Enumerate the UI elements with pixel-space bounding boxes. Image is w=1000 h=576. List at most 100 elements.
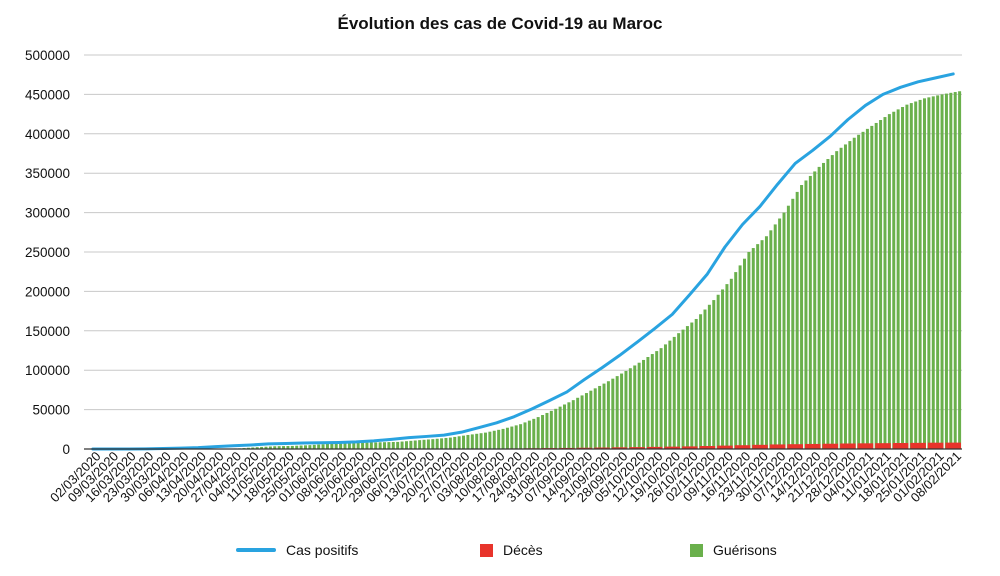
guerisons-bar-39-0 [769,230,773,449]
guerisons-bar-13-3 [325,443,329,449]
guerisons-bar-35-2 [707,304,711,449]
y-axis-ticks: 0 50000 100000 150000 200000 250000 300000 3500… [25,48,70,457]
guerisons-bar-21-2 [462,435,466,449]
guerisons-bar-30-2 [620,373,624,449]
guerisons-bar-18-0 [400,441,404,449]
guerisons-bar-22-2 [479,433,483,449]
guerisons-bar-42-3 [835,151,839,450]
guerisons-bar-17-2 [391,442,395,449]
guerisons-bar-26-2 [549,410,553,449]
positifs-point-27 [566,391,568,393]
guerisons-bar-11-1 [282,446,286,449]
guerisons-bar-10-1 [264,446,268,449]
positifs-point-25 [530,408,533,410]
positifs-point-30 [618,354,621,357]
guerisons-bar-17-0 [383,442,387,449]
guerisons-bar-34-0 [681,329,685,449]
guerisons-bar-34-2 [690,322,694,449]
guerisons-bar-11-3 [290,445,294,449]
y-tick-label-150000: 150000 [25,324,70,339]
positifs-point-24 [513,415,516,418]
deces-bar-36 [717,445,733,449]
deces-bar-30 [611,447,628,449]
y-tick-label-0: 0 [62,442,70,457]
legend-item-guerisons: Guérisons [690,542,777,558]
guerisons-bar-48-3 [940,94,944,450]
y-tick-label-250000: 250000 [25,245,70,260]
deces-bar-38 [752,444,768,449]
deces-bar-48 [927,442,944,449]
guerisons-bar-12-1 [299,445,303,449]
guerisons-bar-49-3 [958,91,962,450]
guerisons-bar-25-2 [532,418,536,449]
y-tick-label-100000: 100000 [25,363,70,378]
guerisons-bar-20-0 [435,438,439,449]
guerisons-bar-39-2 [778,218,782,449]
positifs-point-47 [917,80,919,83]
y-tick-label-300000: 300000 [25,206,70,221]
guerisons-bar-29-1 [598,385,602,449]
guerisons-bar-28-1 [580,395,584,449]
positifs-point-43 [847,118,849,121]
positifs-point-23 [495,422,498,424]
positifs-point-18 [408,436,410,439]
positifs-point-13 [320,441,322,444]
guerisons-bar-40-0 [786,205,790,449]
guerisons-bar-18-2 [409,440,413,449]
legend-label-deces: Décès [503,542,543,558]
positifs-point-42 [829,135,832,137]
guerisons-bar-39-3 [782,212,786,449]
guerisons-bar-36-1 [721,289,725,449]
guerisons-bar-14-1 [334,443,338,449]
guerisons-bar-25-0 [523,422,527,449]
legend-label-positifs: Cas positifs [286,542,359,558]
guerisons-bar-26-3 [554,408,558,449]
positifs-line [91,72,955,451]
guerisons-bar-40-1 [791,198,795,449]
grid-lines [84,54,962,411]
positifs-point-36 [724,246,726,248]
guerisons-bar-20-2 [444,437,448,449]
guerisons-bar-22-3 [483,432,487,449]
guerisons-bar-27-1 [563,404,566,449]
guerisons-bar-33-3 [677,333,681,449]
guerisons-bar-17-1 [387,442,391,449]
guerisons-bar-26-1 [545,412,549,449]
guerisons-bar-45-3 [887,114,891,449]
guerisons-bar-24-1 [510,426,514,449]
positifs-point-12 [302,442,305,444]
guerisons-bar-11-2 [286,445,290,449]
deces-bar-41 [804,443,821,449]
guerisons-bar-29-2 [602,383,606,449]
guerisons-bar-32-0 [646,357,650,449]
deces-bar-31 [629,447,645,449]
deces-bar-40 [787,444,803,449]
positifs-point-49 [952,73,955,75]
guerisons-bar-19-3 [431,439,435,449]
guerisons-bar-47-0 [909,103,913,450]
guerisons-bar-46-0 [892,111,896,450]
guerisons-bar-43-2 [848,141,852,450]
guerisons-bar-35-1 [703,309,707,449]
guerisons-bar-49-1 [949,92,953,449]
deces-bar-33 [664,446,681,449]
guerisons-bar-17-3 [396,441,400,449]
guerisons-bar-29-0 [593,388,597,449]
guerisons-bar-38-1 [756,244,760,449]
positifs-point-37 [741,223,744,226]
positifs-point-7 [214,445,217,448]
deces-bar-35 [699,446,716,449]
guerisons-bar-19-0 [418,440,422,449]
guerisons-bar-37-0 [734,272,738,449]
guerisons-bar-43-3 [852,137,856,450]
guerisons-bar-13-2 [321,444,325,449]
guerisons-bar-9-3 [255,447,259,449]
guerisons-bar-46-1 [896,109,900,449]
guerisons-bar-34-3 [694,318,698,449]
guerisons-bar-36-3 [729,278,733,449]
guerisons-bar-22-0 [470,434,474,449]
deces-bar-34 [682,446,698,449]
guerisons-bar-23-2 [497,429,501,449]
guerisons-bar-46-2 [901,107,905,450]
